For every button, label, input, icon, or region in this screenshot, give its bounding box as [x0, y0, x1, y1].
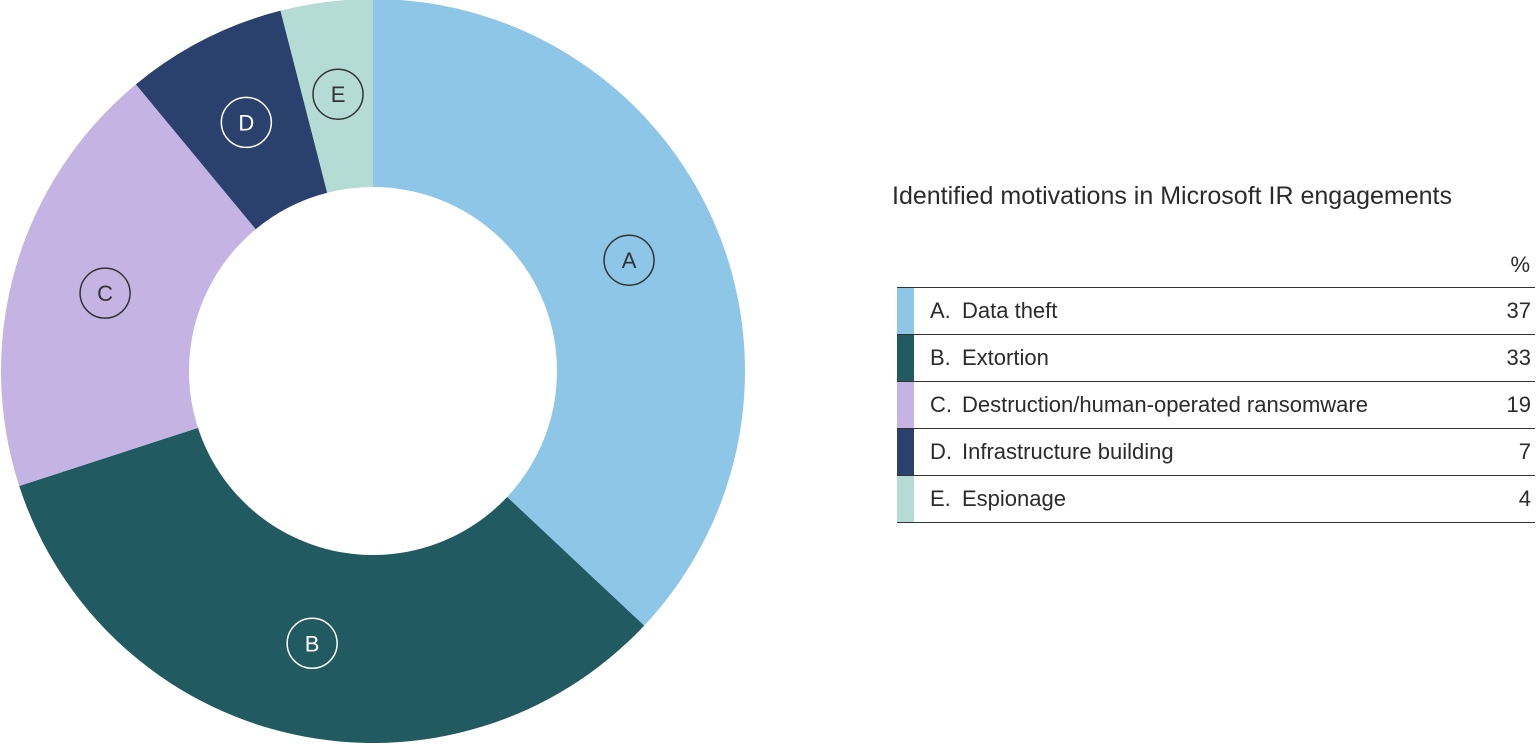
legend-row-e: E. Espionage 4 [897, 476, 1535, 523]
legend-title: Identified motivations in Microsoft IR e… [892, 182, 1452, 210]
legend-table: A. Data theft 37 B. Extortion 33 C. Destruction… [897, 287, 1535, 523]
legend-label: Espionage [962, 486, 1066, 511]
legend-value: 33 [1506, 345, 1531, 370]
legend-swatch [897, 335, 914, 381]
slice-label-d: D [220, 96, 273, 149]
legend-letter: A. [930, 298, 951, 323]
svg-text:B: B [305, 631, 320, 656]
legend-swatch [897, 429, 914, 475]
legend-label: Infrastructure building [962, 439, 1174, 464]
legend-value: 19 [1506, 392, 1531, 417]
slice-label-e: E [312, 68, 364, 120]
legend-row-b: B. Extortion 33 [897, 335, 1535, 382]
donut-slice-a [373, 0, 745, 626]
svg-text:E: E [331, 82, 346, 107]
legend-row-c: C. Destruction/human-operated ransomware 1… [897, 382, 1535, 429]
donut-slice-e [280, 0, 373, 193]
slice-label-c: C [79, 267, 131, 319]
legend-letter: B. [930, 345, 951, 370]
legend-value: 4 [1518, 486, 1531, 511]
legend-swatch [897, 382, 914, 428]
legend-letter: E. [930, 486, 951, 511]
slice-label-b: B [286, 617, 338, 670]
svg-text:C: C [97, 281, 113, 306]
donut-chart: A B C D E [0, 0, 745, 744]
legend-row-a: A. Data theft 37 [897, 288, 1535, 335]
legend-letter: C. [930, 392, 952, 417]
legend-swatch [897, 476, 914, 522]
legend-label: Extortion [962, 345, 1049, 370]
legend-unit-header: % [1510, 252, 1530, 277]
legend-letter: D. [930, 439, 952, 464]
legend-value: 7 [1518, 439, 1531, 464]
legend-label: Destruction/human-operated ransomware [962, 392, 1368, 417]
svg-text:D: D [238, 110, 254, 135]
legend-row-d: D. Infrastructure building 7 [897, 429, 1535, 476]
donut-slice-b [19, 427, 645, 744]
legend-swatch [897, 288, 914, 334]
slice-label-a: A [603, 234, 655, 286]
legend-value: 37 [1506, 298, 1531, 323]
svg-text:A: A [622, 248, 637, 273]
legend-label: Data theft [962, 298, 1058, 323]
donut-slice-d [135, 10, 328, 230]
